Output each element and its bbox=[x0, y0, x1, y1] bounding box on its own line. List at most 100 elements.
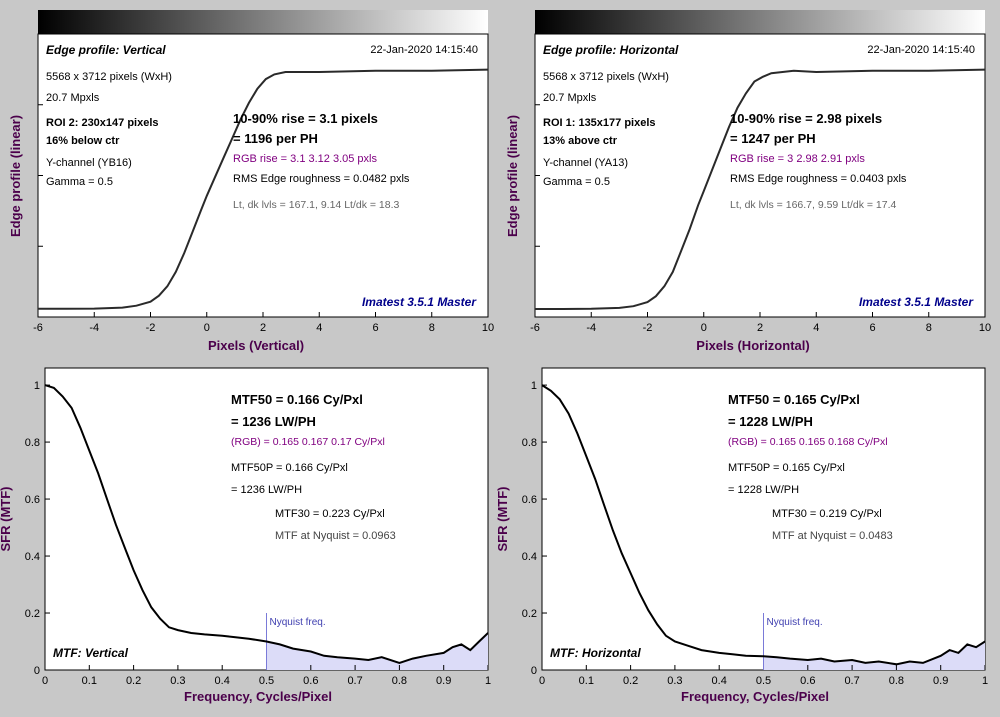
image-size: 5568 x 3712 pixels (WxH) bbox=[543, 71, 669, 83]
channel-info: Y-channel (YB16) bbox=[46, 157, 132, 169]
y-tick-label: 0 bbox=[34, 665, 40, 677]
nyquist-label: Nyquist freq. bbox=[270, 617, 326, 628]
light-dark-levels: Lt, dk lvls = 166.7, 9.59 Lt/dk = 17.4 bbox=[730, 199, 897, 211]
x-axis-label: Pixels (Vertical) bbox=[208, 338, 304, 353]
mtf50-value: MTF50 = 0.166 Cy/Pxl bbox=[231, 392, 363, 407]
y-axis-label: Edge profile (linear) bbox=[505, 115, 520, 237]
roi-info: ROI 1: 135x177 pixels bbox=[543, 117, 656, 129]
y-tick-label: 1 bbox=[531, 380, 537, 392]
x-tick-label: 0.8 bbox=[392, 675, 407, 687]
y-tick-label: 0.4 bbox=[522, 551, 537, 563]
x-tick-label: 0.4 bbox=[215, 675, 230, 687]
edge-profile-curve bbox=[535, 68, 986, 310]
x-tick-label: 0 bbox=[204, 322, 210, 334]
rise-value: 10-90% rise = 2.98 pixels bbox=[730, 111, 882, 126]
mtf30-value: MTF30 = 0.223 Cy/Pxl bbox=[275, 508, 385, 520]
edge-profile-horizontal-panel: -6 -4 -2 0 2 4 6 8 10 Edge profile: Horizontal 2… bbox=[497, 0, 997, 356]
y-axis-label: SFR (MTF) bbox=[497, 487, 510, 552]
rgb-mtf50: (RGB) = 0.165 0.167 0.17 Cy/Pxl bbox=[231, 436, 385, 448]
x-tick-label: 0.2 bbox=[126, 675, 141, 687]
rgb-rise: RGB rise = 3.1 3.12 3.05 pxls bbox=[233, 153, 377, 165]
x-tick-label: 0.1 bbox=[82, 675, 97, 687]
x-tick-label: 0.8 bbox=[889, 675, 904, 687]
x-tick-label: 0.9 bbox=[933, 675, 948, 687]
y-tick-label: 0.8 bbox=[25, 437, 40, 449]
x-tick-label: 0.6 bbox=[303, 675, 318, 687]
x-tick-label: 10 bbox=[979, 322, 991, 334]
mtf50-lwph: = 1228 LW/PH bbox=[728, 414, 813, 429]
roi-position: 16% below ctr bbox=[46, 135, 120, 147]
rise-value: 10-90% rise = 3.1 pixels bbox=[233, 111, 378, 126]
x-tick-label: 2 bbox=[757, 322, 763, 334]
y-tick-label: 1 bbox=[34, 380, 40, 392]
x-tick-label: 0.4 bbox=[712, 675, 727, 687]
rms-roughness: RMS Edge roughness = 0.0403 pxls bbox=[730, 173, 907, 185]
x-tick-label: -6 bbox=[530, 322, 540, 334]
panel-label: MTF: Horizontal bbox=[550, 646, 641, 660]
nyquist-region bbox=[763, 641, 985, 670]
x-axis-label: Pixels (Horizontal) bbox=[696, 338, 809, 353]
nyquist-region bbox=[266, 633, 488, 670]
x-axis-label: Frequency, Cycles/Pixel bbox=[184, 689, 332, 704]
x-tick-label: 1 bbox=[982, 675, 988, 687]
light-dark-levels: Lt, dk lvls = 167.1, 9.14 Lt/dk = 18.3 bbox=[233, 199, 400, 211]
x-tick-label: 0.3 bbox=[170, 675, 185, 687]
mtf-horizontal-chart: 0 0.1 0.2 0.3 0.4 0.5 0.6 0.7 0.8 0.9 1 0 0.2 0.4 0.6 0… bbox=[495, 367, 988, 704]
y-tick-label: 0.4 bbox=[25, 551, 40, 563]
y-tick-label: 0.6 bbox=[522, 494, 537, 506]
panel-label: Edge profile: Horizontal bbox=[543, 43, 679, 57]
watermark: Imatest 3.5.1 Master bbox=[859, 295, 974, 309]
x-tick-label: 0 bbox=[539, 675, 545, 687]
mtf-at-nyquist: MTF at Nyquist = 0.0963 bbox=[275, 530, 396, 542]
rms-roughness: RMS Edge roughness = 0.0482 pxls bbox=[233, 173, 410, 185]
x-tick-label: 8 bbox=[926, 322, 932, 334]
x-tick-label: 0.7 bbox=[844, 675, 859, 687]
x-tick-label: 0.9 bbox=[436, 675, 451, 687]
x-tick-label: -4 bbox=[586, 322, 596, 334]
edge-profile-horizontal-chart: -6 -4 -2 0 2 4 6 8 10 Edge profile: Horizontal 2… bbox=[505, 10, 991, 353]
x-tick-label: 0.1 bbox=[579, 675, 594, 687]
channel-info: Y-channel (YA13) bbox=[543, 157, 628, 169]
gamma-info: Gamma = 0.5 bbox=[46, 176, 113, 188]
watermark: Imatest 3.5.1 Master bbox=[362, 295, 477, 309]
mtf50p-lwph: = 1236 LW/PH bbox=[231, 484, 302, 496]
x-axis-label: Frequency, Cycles/Pixel bbox=[681, 689, 829, 704]
y-axis-label: SFR (MTF) bbox=[0, 487, 13, 552]
x-tick-label: 2 bbox=[260, 322, 266, 334]
mtf50-value: MTF50 = 0.165 Cy/Pxl bbox=[728, 392, 860, 407]
panel-label: Edge profile: Vertical bbox=[46, 43, 166, 57]
x-tick-label: 10 bbox=[482, 322, 494, 334]
rgb-mtf50: (RGB) = 0.165 0.165 0.168 Cy/Pxl bbox=[728, 436, 888, 448]
mtf50-lwph: = 1236 LW/PH bbox=[231, 414, 316, 429]
mtf-curve bbox=[44, 384, 489, 664]
x-tick-label: 4 bbox=[813, 322, 819, 334]
timestamp: 22-Jan-2020 14:15:40 bbox=[370, 44, 478, 56]
x-tick-label: 0 bbox=[42, 675, 48, 687]
y-tick-label: 0.6 bbox=[25, 494, 40, 506]
panel-label: MTF: Vertical bbox=[53, 646, 129, 660]
y-tick-label: 0.2 bbox=[522, 608, 537, 620]
mtf50p-value: MTF50P = 0.165 Cy/Pxl bbox=[728, 462, 845, 474]
image-size: 5568 x 3712 pixels (WxH) bbox=[46, 71, 172, 83]
megapixels: 20.7 Mpxls bbox=[543, 92, 597, 104]
x-tick-label: -2 bbox=[146, 322, 156, 334]
gray-step-strip bbox=[38, 10, 488, 34]
per-ph-value: = 1247 per PH bbox=[730, 131, 816, 146]
y-axis-label: Edge profile (linear) bbox=[8, 115, 23, 237]
y-tick-label: 0 bbox=[531, 665, 537, 677]
gray-step-strip bbox=[535, 10, 985, 34]
edge-profile-vertical-panel: -6 -4 -2 0 2 4 6 8 10 Edge profile: Vertical 22-… bbox=[0, 0, 500, 356]
x-tick-label: 0.2 bbox=[623, 675, 638, 687]
x-tick-label: 1 bbox=[485, 675, 491, 687]
plot-area bbox=[534, 33, 986, 318]
x-tick-label: -2 bbox=[643, 322, 653, 334]
mtf-vertical-chart: 0 0.1 0.2 0.3 0.4 0.5 0.6 0.7 0.8 0.9 1 0 0.2 0.4 0.6 0… bbox=[0, 367, 491, 704]
x-tick-label: 6 bbox=[869, 322, 875, 334]
x-tick-label: -4 bbox=[89, 322, 99, 334]
nyquist-label: Nyquist freq. bbox=[767, 617, 823, 628]
y-tick-label: 0.8 bbox=[522, 437, 537, 449]
x-tick-label: 6 bbox=[372, 322, 378, 334]
x-tick-label: 0.3 bbox=[667, 675, 682, 687]
gamma-info: Gamma = 0.5 bbox=[543, 176, 610, 188]
x-tick-label: -6 bbox=[33, 322, 43, 334]
